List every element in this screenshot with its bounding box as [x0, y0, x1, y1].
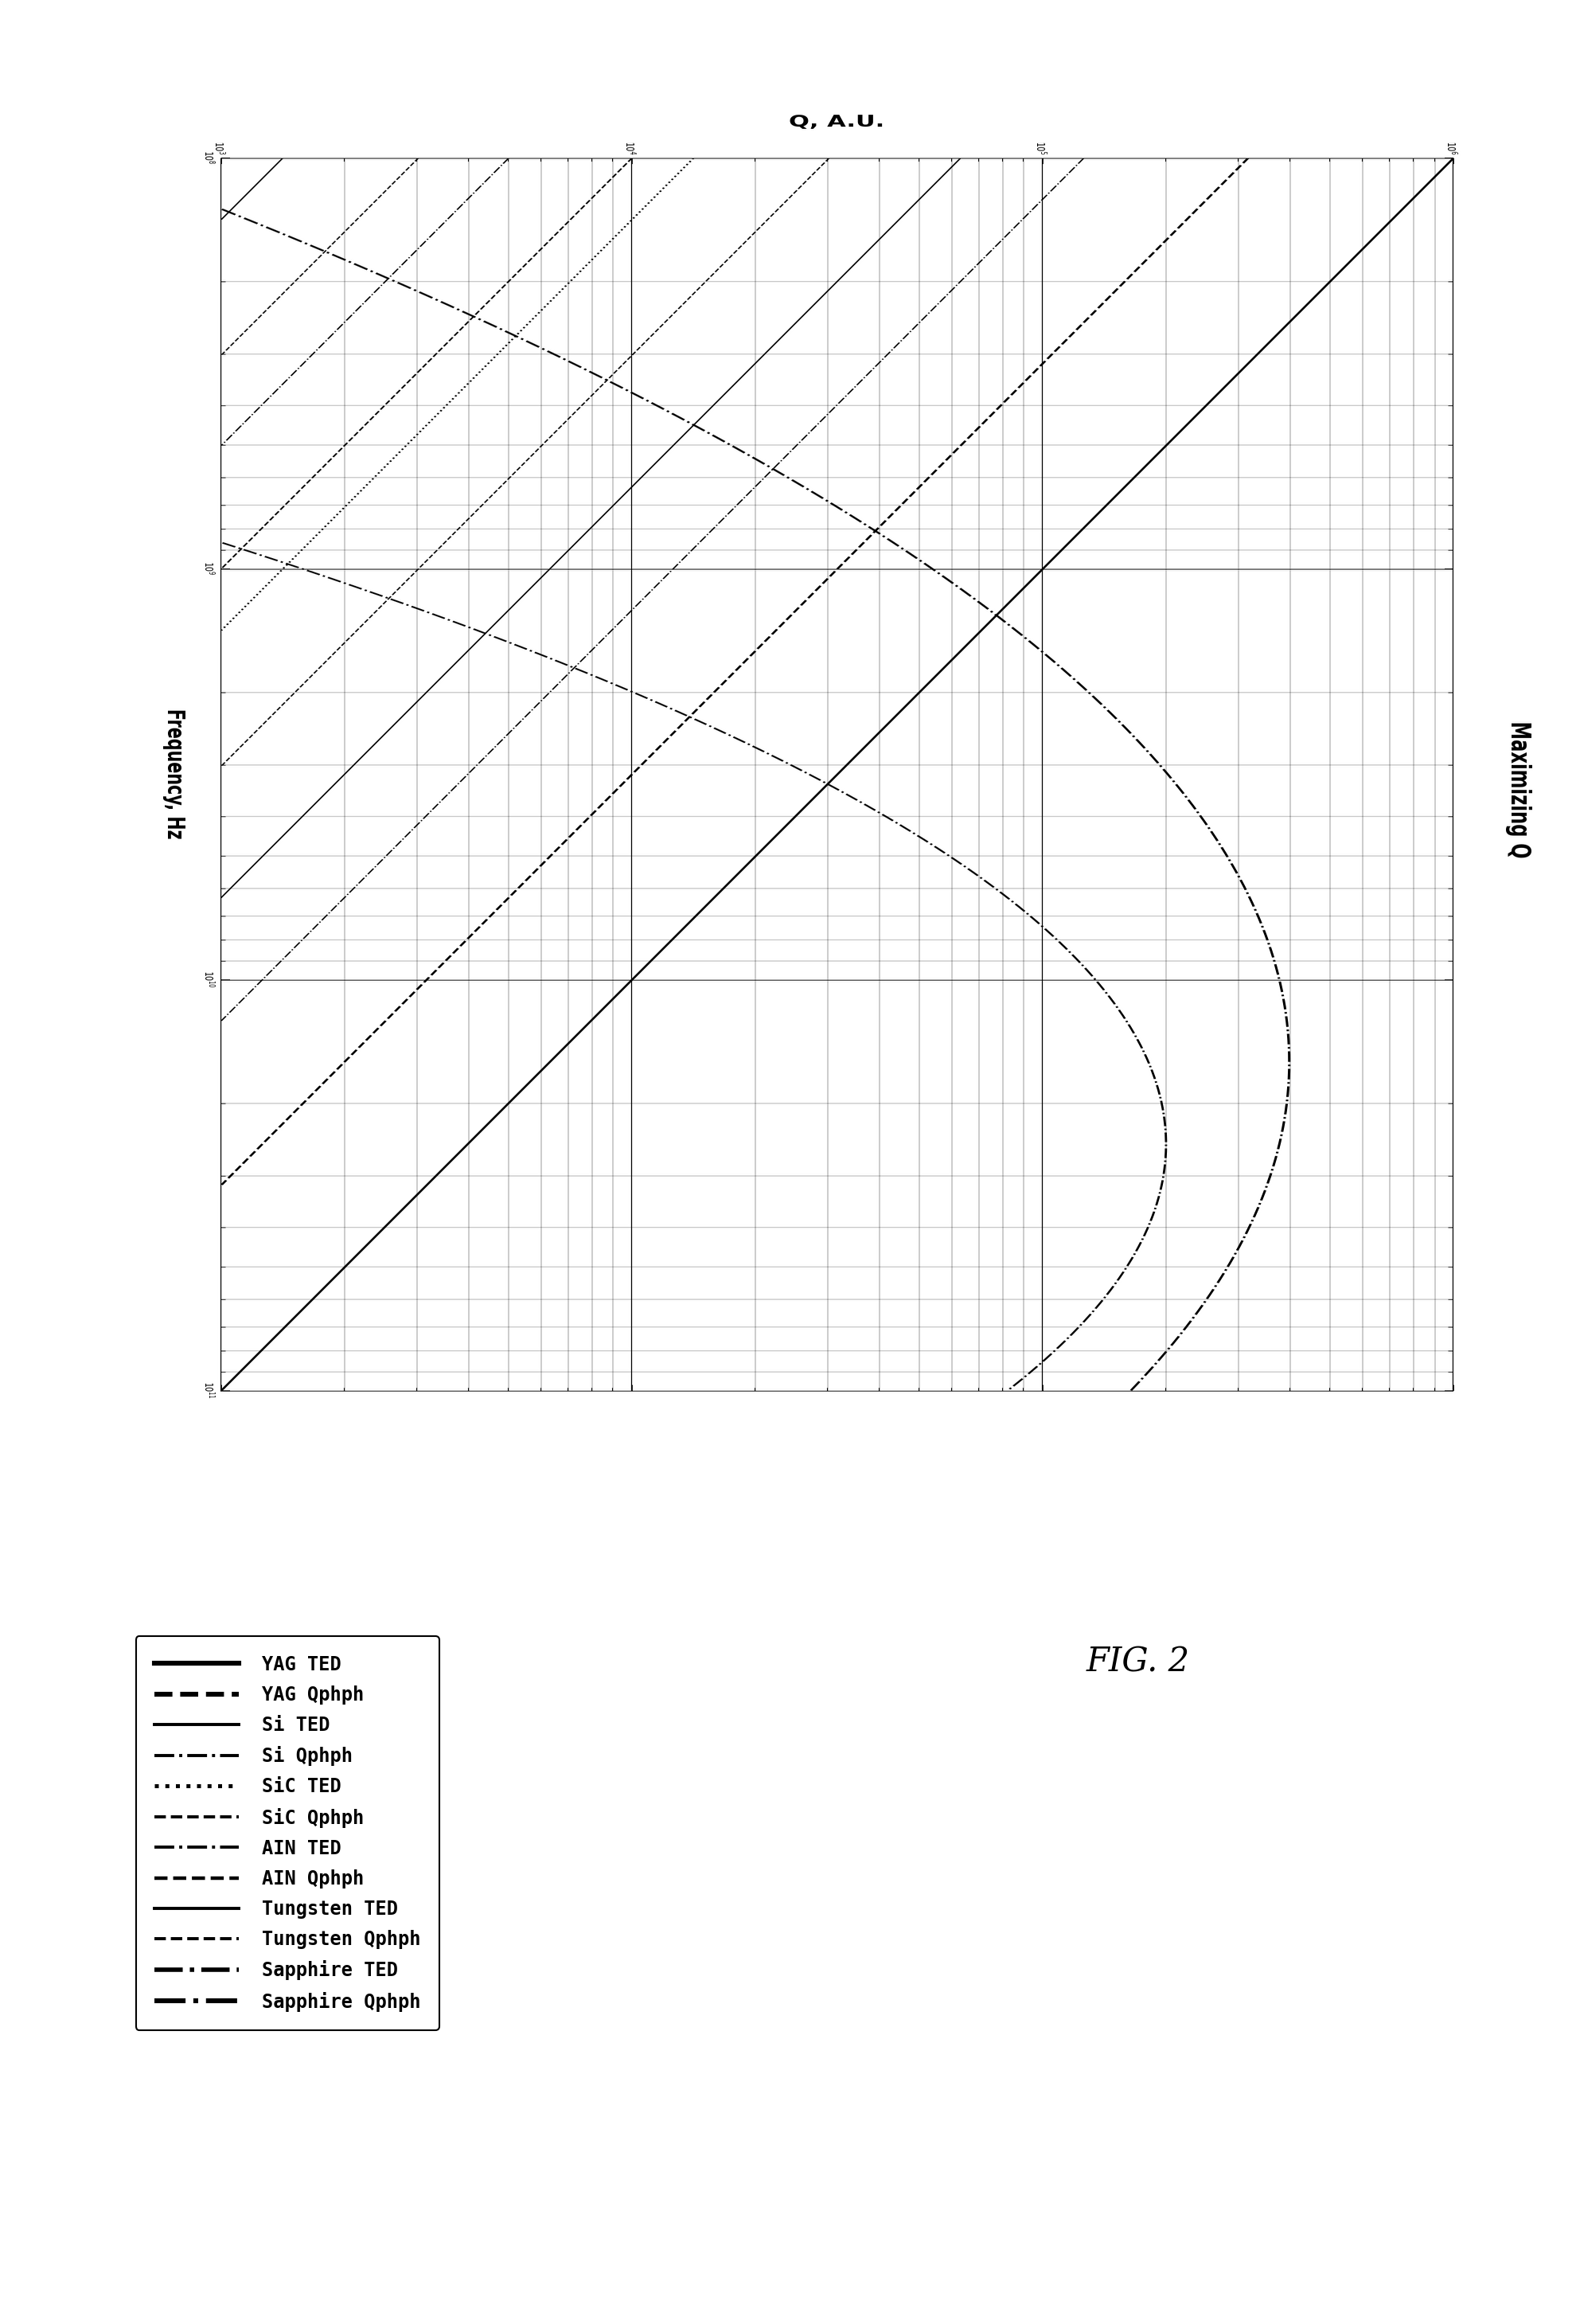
Legend: YAG TED, YAG Qphph, Si TED, Si Qphph, SiC TED, SiC Qphph, AIN TED, AIN Qphph, Tu: YAG TED, YAG Qphph, Si TED, Si Qphph, Si…	[136, 1636, 439, 2031]
Text: FIG. 2: FIG. 2	[1085, 1645, 1190, 1678]
